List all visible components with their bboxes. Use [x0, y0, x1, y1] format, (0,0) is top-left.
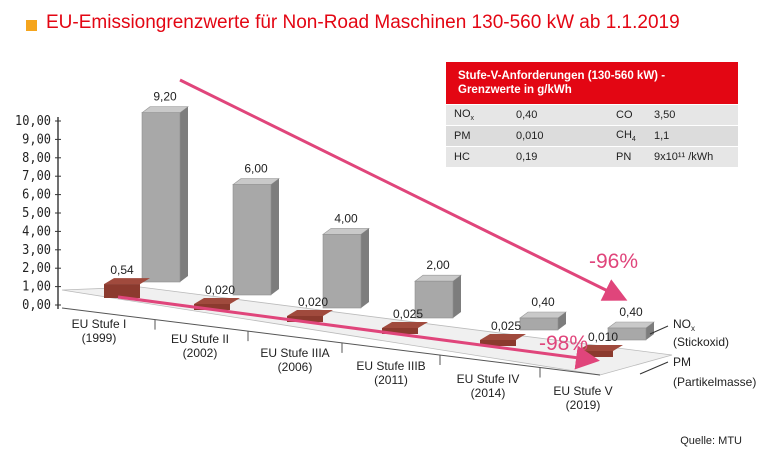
nox-bar-side	[558, 312, 566, 330]
table-cell: 0,19	[516, 151, 538, 163]
nox-bar-side	[271, 178, 279, 295]
nox-value-label: 4,00	[334, 211, 358, 225]
nox-bar	[232, 184, 272, 296]
nox-bar-top	[141, 106, 189, 114]
pm-bar-top	[480, 334, 526, 340]
legend-nox: NOx	[673, 317, 695, 333]
nox-bar-top	[607, 321, 655, 329]
nox-bar-top	[519, 311, 567, 319]
y-tick-label: 4,00	[22, 223, 51, 239]
table-title: Stufe-V-Anforderungen (130-560 kW) - Gre…	[446, 62, 738, 104]
x-axis-labels: EU Stufe I(1999) EU Stufe II(2002) EU Stuf…	[72, 317, 613, 412]
category-year: (2011)	[374, 373, 408, 387]
pm-value-label: 0,025	[491, 319, 521, 333]
nox-value-label: 0,40	[619, 305, 643, 319]
nox-bar	[519, 317, 559, 331]
pm-value-label: 0,020	[205, 283, 235, 297]
pm-value-label: 0,010	[588, 330, 618, 344]
nox-value-label: 2,00	[426, 258, 450, 272]
y-tick-label: 6,00	[22, 186, 51, 202]
nox-value-label: 6,00	[244, 162, 268, 176]
nox-bar-side	[453, 275, 461, 318]
reduction-arrows: -96% -98%	[117, 78, 638, 370]
pm-bar	[194, 304, 230, 310]
nox-reduction-label: -96%	[589, 250, 638, 273]
nox-bar	[322, 234, 362, 309]
bars: 9,20 6,00 4,00 2,00 0,40 0,40 0,54 0,020 0,020 0,…	[104, 90, 655, 357]
nox-bar-top	[232, 178, 280, 185]
y-tick-label: 8,00	[22, 149, 51, 165]
pm-value-label: 0,025	[393, 307, 423, 321]
pm-bar	[104, 284, 140, 298]
pm-bar-top	[104, 278, 150, 285]
series-legend: NOx (Stickoxid) PM (Partikelmasse)	[639, 317, 756, 389]
table-cell: 0,010	[516, 130, 544, 142]
table-cell: CO	[616, 109, 633, 121]
category-label: EU Stufe V	[553, 384, 612, 398]
table-row: PM 0,010 CH4 1,1	[446, 125, 738, 146]
category-label: EU Stufe I	[72, 317, 127, 331]
y-tick-label: 1,00	[22, 278, 51, 294]
y-tick-label: 3,00	[22, 241, 51, 257]
title-bullet	[26, 20, 37, 31]
chart-title: EU-Emissiongrenzwerte für Non-Road Masch…	[46, 12, 680, 33]
table-cell: PN	[616, 151, 632, 163]
nox-bar-side	[361, 228, 369, 308]
category-year: (1999)	[82, 331, 117, 345]
y-tick-label: 9,00	[22, 131, 51, 147]
nox-bar-side	[646, 322, 654, 340]
nox-bar	[141, 112, 181, 283]
category-label: EU Stufe IIIB	[356, 359, 425, 373]
pm-bar	[382, 328, 418, 334]
y-tick-label: 0,00	[22, 297, 51, 313]
source-note: Quelle: MTU	[680, 435, 742, 447]
nox-bar-top	[322, 228, 370, 235]
category-label: EU Stufe IIIA	[260, 346, 329, 360]
y-axis: 0,00 1,00 2,00 3,00 4,00 5,00 6,00 7,00 8,00 9,00…	[15, 113, 61, 313]
nox-value-label: 0,40	[531, 295, 555, 309]
table-row: HC 0,19 PN 9x10¹¹ /kWh	[446, 146, 738, 167]
category-year: (2019)	[566, 398, 601, 412]
table-cell: PM	[454, 130, 471, 142]
pm-bar-top	[194, 298, 240, 304]
pm-bar-top	[287, 310, 333, 316]
pm-bar	[480, 340, 516, 346]
category-year: (2014)	[471, 386, 506, 400]
y-tick-label: 5,00	[22, 205, 51, 221]
category-label: EU Stufe II	[171, 332, 229, 346]
table-row: NOx 0,40 CO 3,50	[446, 104, 738, 125]
y-tick-label: 7,00	[22, 168, 51, 184]
table-cell: CH4	[616, 128, 636, 144]
pm-bar-top	[382, 322, 428, 328]
table-cell: 0,40	[516, 109, 538, 121]
nox-value-label: 9,20	[153, 90, 177, 104]
nox-bar-side	[180, 106, 188, 282]
nox-reduction-arrow	[179, 78, 628, 301]
stage-v-requirements-table: Stufe-V-Anforderungen (130-560 kW) - Gre…	[446, 62, 738, 167]
table-cell: HC	[454, 151, 470, 163]
pm-value-label: 0,54	[110, 263, 134, 277]
nox-bar	[414, 280, 454, 319]
category-year: (2006)	[278, 360, 313, 374]
table-cell: 1,1	[654, 130, 670, 142]
nox-bar-top	[414, 274, 462, 282]
y-tick-label: 10,00	[15, 113, 51, 129]
pm-value-label: 0,020	[298, 295, 328, 309]
category-year: (2002)	[183, 346, 218, 360]
nox-bar	[607, 327, 647, 341]
category-label: EU Stufe IV	[457, 372, 520, 386]
pm-reduction-label: -98%	[539, 332, 588, 355]
table-cell: NOx	[454, 107, 474, 123]
table-cell: 3,50	[654, 109, 676, 121]
pm-reduction-arrow	[117, 295, 600, 370]
table-cell: 9x10¹¹ /kWh	[654, 151, 714, 163]
legend-nox-desc: (Stickoxid)	[673, 335, 729, 349]
pm-bar	[287, 316, 323, 322]
legend-pm-desc: (Partikelmasse)	[673, 375, 756, 389]
y-tick-label: 2,00	[22, 260, 51, 276]
legend-pm: PM	[673, 355, 691, 369]
